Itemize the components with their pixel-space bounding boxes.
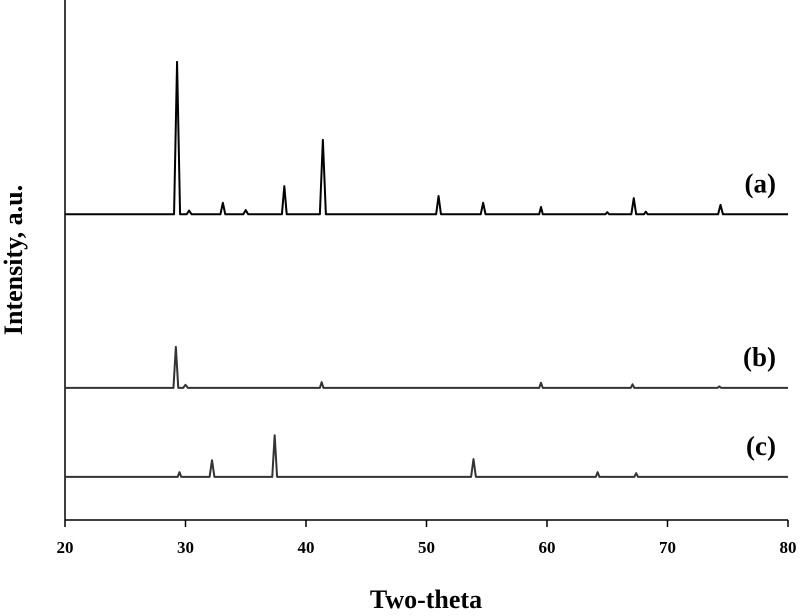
y-axis-title: Intensity, a.u. (0, 185, 28, 335)
series-line (65, 434, 788, 478)
x-tick-label: 50 (418, 538, 435, 557)
x-tick-label: 30 (177, 538, 194, 557)
x-tick-label: 70 (659, 538, 676, 557)
x-tick-label: 60 (539, 538, 556, 557)
series-label: (c) (746, 431, 776, 461)
x-axis-title: Two-theta (370, 585, 482, 614)
series-label: (b) (743, 342, 776, 372)
series-label: (a) (745, 168, 776, 198)
series-line (65, 60, 788, 216)
x-tick-label: 20 (57, 538, 74, 557)
series-line (65, 345, 788, 389)
x-tick-label: 80 (780, 538, 797, 557)
x-tick-label: 40 (298, 538, 315, 557)
